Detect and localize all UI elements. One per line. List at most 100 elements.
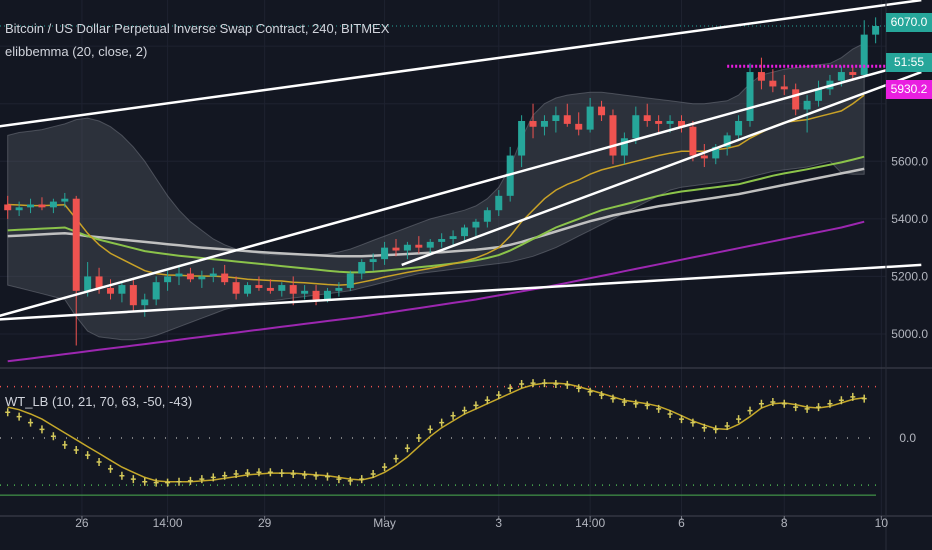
candle-body[interactable] [529,120,537,127]
candle-body[interactable] [381,247,389,260]
candle-body[interactable] [209,273,217,277]
candle-body[interactable] [552,115,560,121]
wt1-marker [336,475,342,484]
candle-body[interactable] [563,115,571,124]
wt1-marker [713,425,719,434]
candle-body[interactable] [632,115,640,139]
candle-body[interactable] [358,262,366,274]
candle-body[interactable] [152,282,160,300]
candle-body[interactable] [518,120,526,156]
candle-body[interactable] [323,290,331,300]
candle-body[interactable] [461,227,469,237]
trend-line[interactable] [0,263,922,321]
candle-body[interactable] [449,236,457,240]
candle-body[interactable] [438,239,446,242]
trend-line[interactable] [0,59,922,317]
candle-body[interactable] [369,259,377,263]
candle-body[interactable] [769,80,777,87]
candle-body[interactable] [472,221,480,228]
trend-line[interactable] [401,70,922,267]
candle-body[interactable] [106,287,114,294]
symbol-legend[interactable]: Bitcoin / US Dollar Perpetual Inverse Sw… [5,21,390,36]
candle-body[interactable] [186,273,194,280]
candle-body[interactable] [84,276,92,291]
candle-body[interactable] [643,115,651,121]
candle-body[interactable] [255,285,263,288]
candle-body[interactable] [403,244,411,251]
indicator-legend[interactable]: elibbemma (20, close, 2) [5,44,148,59]
wt1-marker [85,451,91,460]
candle-body[interactable] [392,247,400,251]
wt1-marker [804,404,810,413]
time-tick-label: 29 [258,516,272,530]
candle-body[interactable] [244,285,252,294]
oscillator-legend[interactable]: WT_LB (10, 21, 70, 63, -50, -43) [5,394,193,409]
candle-body[interactable] [221,273,229,283]
candle-body[interactable] [780,86,788,90]
wt1-marker [107,464,113,473]
candle-body[interactable] [815,89,823,101]
candle-body[interactable] [575,123,583,130]
candle-body[interactable] [495,195,503,211]
trend-line[interactable] [0,0,922,128]
candle-body[interactable] [4,204,12,211]
candle-body[interactable] [666,120,674,124]
candle-body[interactable] [723,135,731,147]
candle-body[interactable] [860,34,868,75]
candle-body[interactable] [72,198,80,291]
candle-body[interactable] [278,285,286,291]
wt1-marker [73,446,79,454]
candle-body[interactable] [289,285,297,294]
candle-body[interactable] [609,115,617,156]
candle-body[interactable] [620,138,628,156]
candle-body[interactable] [129,285,137,306]
wt1-marker [16,412,22,421]
candle-body[interactable] [301,290,309,294]
candle-body[interactable] [677,120,685,127]
candle-body[interactable] [735,120,743,136]
candle-body[interactable] [95,276,103,288]
candle-body[interactable] [837,72,845,81]
candle-body[interactable] [335,287,343,291]
candle-body[interactable] [792,89,800,110]
wt1-marker [838,396,844,405]
trend-line-layer[interactable] [0,0,932,321]
candle-body[interactable] [38,204,46,208]
ema-long-line [7,220,865,363]
candle-body[interactable] [426,241,434,248]
candle-body[interactable] [15,207,23,211]
candle-body[interactable] [118,285,126,294]
candle-body[interactable] [712,146,720,159]
candle-body[interactable] [61,198,69,202]
candle-body[interactable] [483,210,491,222]
wt1-marker [724,422,730,430]
candle-body[interactable] [346,273,354,288]
candle-body[interactable] [540,120,548,127]
candle-body[interactable] [586,106,594,130]
candle-body[interactable] [49,201,57,208]
candle-body[interactable] [849,72,857,75]
wt1-marker [541,379,547,388]
wt1-marker [736,415,742,424]
candle-body[interactable] [175,273,183,277]
candle-body[interactable] [598,106,606,116]
candle-body[interactable] [803,100,811,110]
candle-body[interactable] [164,276,172,283]
candle-body[interactable] [655,120,663,124]
candle-body[interactable] [415,244,423,248]
candle-body[interactable] [141,299,149,306]
candle-body[interactable] [27,204,35,208]
price-tick-label: 5200.0 [891,269,928,283]
candle-body[interactable] [700,155,708,159]
candle-body[interactable] [198,276,206,280]
wt1-marker [793,403,799,412]
time-tick-label: 6 [678,516,685,530]
candle-body[interactable] [757,72,765,81]
candle-body[interactable] [312,290,320,300]
candle-body[interactable] [689,126,697,156]
candle-body[interactable] [746,72,754,121]
candle-body[interactable] [266,287,274,291]
candle-body[interactable] [232,282,240,294]
candle-body[interactable] [872,26,880,35]
